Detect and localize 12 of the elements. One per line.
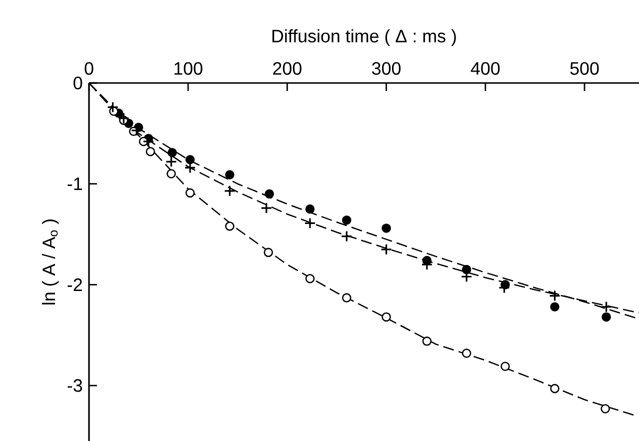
x-tick-label: 100 [174, 62, 202, 75]
y-tick-label: -3 [68, 379, 82, 392]
y-tick-label: 0 [74, 76, 82, 90]
y-axis-title: ln ( A / A$_{o}$ ) [42, 220, 59, 304]
x-tick-label: 500 [570, 62, 599, 75]
x-tick-label: 300 [372, 62, 401, 75]
y-tick-label: -2 [68, 278, 82, 291]
x-axis-title: Diffusion time ( Δ : ms ) [272, 29, 456, 46]
y-tick-label: -1 [68, 178, 82, 190]
x-tick-label: 0 [84, 62, 94, 75]
x-tick-label: 200 [273, 62, 302, 75]
x-tick-label: 400 [470, 62, 500, 75]
